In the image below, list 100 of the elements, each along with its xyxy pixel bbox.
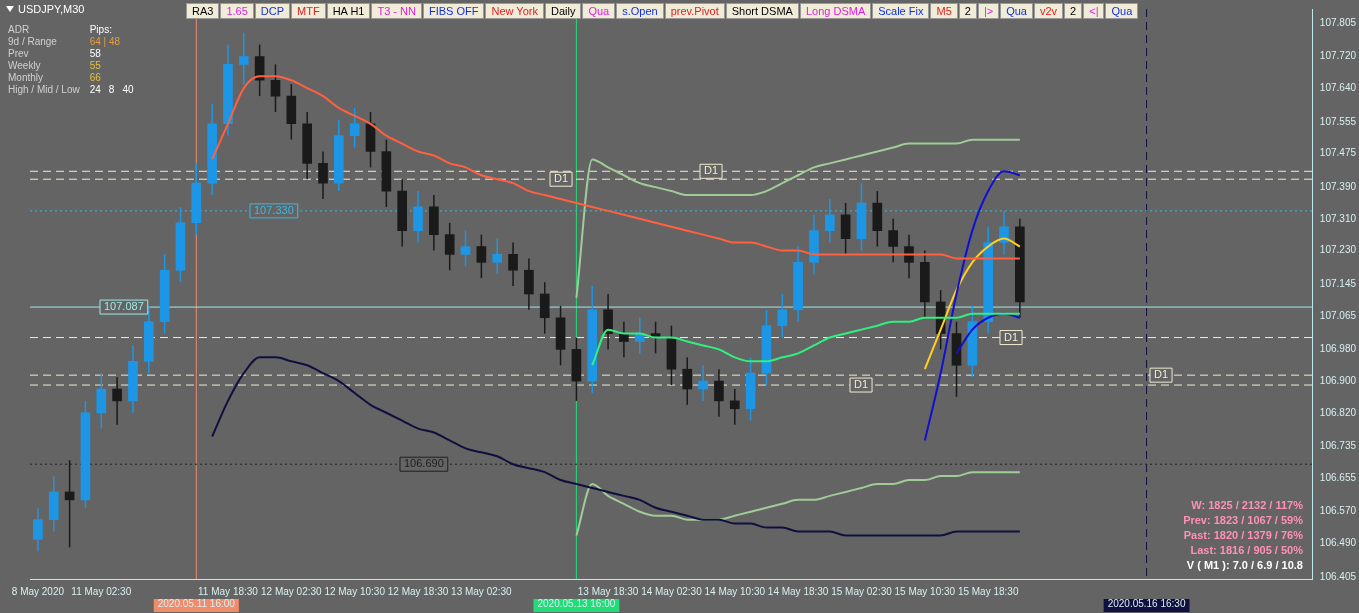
annotation: 64 | 48 xyxy=(89,36,122,48)
candlestick xyxy=(729,388,740,426)
text: Prev xyxy=(8,48,30,60)
candlestick xyxy=(999,210,1009,256)
annotation: 1.65 xyxy=(220,3,254,19)
x-tick-label: 2020.05.16 16:30 xyxy=(1107,597,1186,609)
ref-line-label: D1 xyxy=(704,164,719,177)
x-tick-label: 8 May 2020 xyxy=(11,585,65,597)
ref-line-label: D1 xyxy=(1154,368,1169,381)
annotation: prev.Pivot xyxy=(664,3,725,19)
candlestick xyxy=(888,218,898,264)
chart-title: USDJPY,M30 xyxy=(18,3,85,15)
x-tick-label: 2020.05.13 16:00 xyxy=(537,597,616,609)
y-tick-label: 107.720 xyxy=(1319,50,1357,62)
ref-line-label: 106.690 xyxy=(404,457,444,470)
candlestick xyxy=(318,150,328,200)
annotation: Short DSMA xyxy=(725,3,799,19)
annotation: M5 xyxy=(930,3,958,19)
ref-line-label: 107.330 xyxy=(254,203,294,216)
text: ADR xyxy=(8,24,31,36)
x-tick-label: 11 May 18:30 xyxy=(198,585,259,597)
candlestick xyxy=(777,293,788,339)
candlestick xyxy=(508,241,518,287)
x-tick-label: 14 May 18:30 xyxy=(767,585,829,597)
annotation: Last: 1816 / 905 / 50% xyxy=(1189,543,1303,558)
x-tick-label: 12 May 02:30 xyxy=(261,585,323,597)
y-tick-label: 106.570 xyxy=(1319,505,1357,517)
ref-line-label: D1 xyxy=(554,172,569,185)
candlestick xyxy=(682,356,693,406)
ref-line-label: 107.087 xyxy=(104,300,144,313)
annotation: Weekly xyxy=(8,60,42,72)
y-tick-label: 107.805 xyxy=(1319,16,1357,28)
annotation: 24 xyxy=(89,84,101,96)
annotation: Qua xyxy=(582,3,616,19)
annotation: Pips: xyxy=(89,24,113,36)
candlestick xyxy=(714,368,724,418)
x-tick-label: 2020.05.11 16:00 xyxy=(157,597,236,609)
annotation: Prev: 1823 / 1067 / 59% xyxy=(1183,513,1303,528)
annotation: 9d / Range xyxy=(8,36,58,48)
annotation: Daily xyxy=(544,3,582,19)
candlestick xyxy=(824,198,835,244)
y-tick-label: 107.065 xyxy=(1319,309,1357,321)
y-tick-label: 106.735 xyxy=(1319,440,1357,452)
y-tick-label: 106.900 xyxy=(1319,374,1357,386)
y-tick-label: 107.390 xyxy=(1319,180,1357,192)
x-tick-label: 13 May 18:30 xyxy=(577,585,639,597)
candlestick xyxy=(460,229,471,268)
x-tick-label: 12 May 10:30 xyxy=(324,585,386,597)
candlestick xyxy=(904,233,914,279)
annotation: 8 xyxy=(108,84,115,96)
annotation: HA H1 xyxy=(326,3,371,19)
x-tick-label: 14 May 10:30 xyxy=(704,585,766,597)
candlestick xyxy=(238,32,249,85)
y-tick-label: 106.655 xyxy=(1319,471,1357,483)
y-tick-label: 107.145 xyxy=(1319,277,1357,289)
annotation: 40 xyxy=(122,84,134,96)
annotation: Qua xyxy=(1105,3,1139,19)
y-tick-label: 107.230 xyxy=(1319,244,1357,256)
candlestick xyxy=(33,507,43,553)
annotation: 66 xyxy=(89,72,102,84)
y-tick-label: 106.490 xyxy=(1319,537,1357,549)
candlestick xyxy=(476,233,487,279)
y-tick-label: 106.405 xyxy=(1319,570,1357,582)
y-tick-label: 107.310 xyxy=(1319,212,1357,224)
candlestick xyxy=(112,376,122,426)
x-tick-label: 13 May 02:30 xyxy=(451,585,513,597)
annotation: FIBS OFF xyxy=(422,3,485,19)
x-tick-label: 15 May 10:30 xyxy=(894,585,956,597)
annotation: MTF xyxy=(291,3,326,19)
x-tick-label: 15 May 18:30 xyxy=(957,585,1019,597)
annotation: 55 xyxy=(89,60,102,72)
y-tick-label: 106.980 xyxy=(1319,343,1357,355)
annotation: <| xyxy=(1083,3,1105,19)
annotation: V ( M1 ): 7.0 / 6.9 / 10.8 xyxy=(1185,558,1303,573)
annotation: RA3 xyxy=(186,3,220,19)
ref-line-label: D1 xyxy=(854,378,869,391)
annotation: New York xyxy=(485,3,544,19)
ref-line-label: D1 xyxy=(1004,330,1019,343)
y-tick-label: 107.640 xyxy=(1319,81,1357,93)
candlestick xyxy=(698,364,708,402)
x-tick-label: 12 May 18:30 xyxy=(387,585,449,597)
candlestick xyxy=(349,107,360,149)
annotation: W: 1825 / 2132 / 117% xyxy=(1190,498,1303,513)
annotation: Long DSMA xyxy=(799,3,872,19)
annotation: High / Mid / Low xyxy=(8,84,80,96)
annotation: Qua xyxy=(1000,3,1033,19)
line-series xyxy=(211,356,1021,537)
x-tick-label: 15 May 02:30 xyxy=(831,585,893,597)
x-tick-label: 14 May 02:30 xyxy=(641,585,703,597)
line-series xyxy=(591,312,1021,367)
annotation: Scale Fix xyxy=(872,3,930,19)
annotation: |> xyxy=(977,3,1000,19)
candlestick xyxy=(270,63,281,113)
annotation: Past: 1820 / 1379 / 76% xyxy=(1183,528,1303,543)
annotation: 2 xyxy=(1064,3,1083,19)
annotation: DCP xyxy=(254,3,291,19)
x-tick-label: 11 May 02:30 xyxy=(71,585,132,597)
annotation: T3 - NN xyxy=(371,3,422,19)
candlestick xyxy=(444,222,455,271)
candlestick xyxy=(492,237,503,275)
